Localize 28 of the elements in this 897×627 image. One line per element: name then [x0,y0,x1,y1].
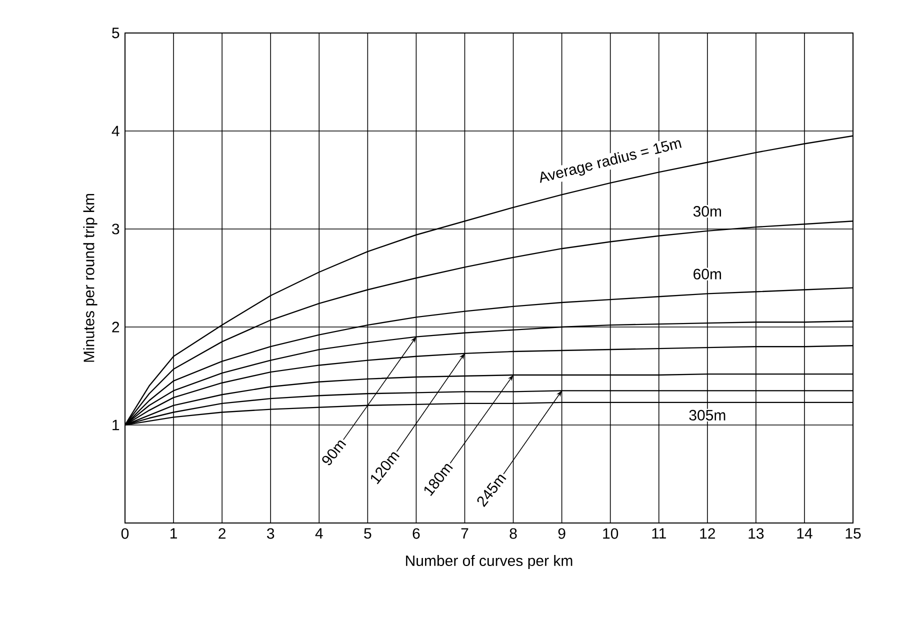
x-tick-label: 11 [652,528,666,539]
x-tick-label: 9 [558,528,566,539]
x-tick-label: 7 [461,528,468,539]
series-label: 305m [689,410,726,421]
x-tick-label: 13 [748,528,764,539]
x-tick-label: 4 [315,528,323,539]
text: Average radius = 15m [540,140,682,183]
x-axis-title: Number of curves per km [406,555,572,569]
y-tick-label: 5 [112,28,120,38]
x-tick-label: 3 [267,528,274,539]
y-tick-label: 2 [112,322,120,332]
x-tick-label: 5 [364,528,372,539]
x-tick-label: 12 [700,528,715,539]
y-tick-label: 1 [112,420,120,430]
y-tick-label: 4 [112,126,120,136]
series-label: 60m [694,268,721,280]
x-tick-label: 8 [510,528,517,539]
x-tick-label: 10 [603,528,618,539]
y-axis-title: Minutes per round trip km [83,194,98,362]
x-tick-label: 15 [846,528,861,539]
x-tick-label: 1 [170,528,177,539]
series-label: 30m [693,206,721,217]
x-tick-label: 6 [412,528,420,539]
x-tick-label: 2 [218,528,226,539]
x-tick-label: 14 [797,528,812,539]
text: 90m [322,440,346,466]
x-tick-label: 0 [121,528,129,539]
y-tick-label: 3 [112,224,120,234]
